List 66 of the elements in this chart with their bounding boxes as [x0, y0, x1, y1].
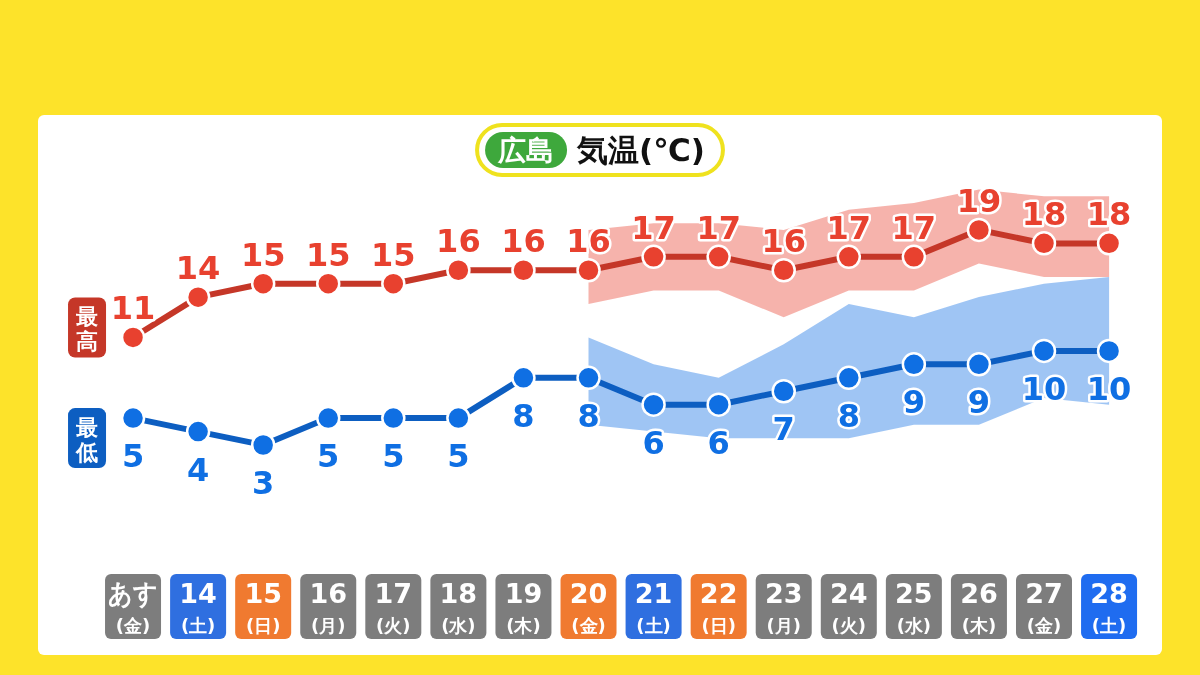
data-label: 10	[1086, 369, 1132, 408]
x-tick: 15(日)	[235, 574, 292, 639]
data-label: 16	[436, 222, 481, 261]
data-label: 4	[186, 450, 210, 489]
series-label: 最高	[75, 304, 99, 355]
x-tick: 14(土)	[170, 574, 227, 639]
data-label: 14	[175, 249, 221, 288]
data-label: 18	[1021, 195, 1067, 234]
x-tick-label: 20(金)	[569, 578, 608, 636]
data-label: 16	[501, 222, 546, 261]
data-label: 6	[707, 423, 730, 462]
x-tick: 24(火)	[820, 574, 877, 639]
x-tick-label: 16(月)	[309, 578, 348, 636]
data-label: 8	[577, 396, 600, 435]
x-tick: 25(水)	[885, 574, 942, 639]
data-label: 15	[306, 235, 351, 274]
x-tick: 17(火)	[365, 574, 422, 639]
data-label: 16	[761, 222, 806, 261]
series-label: 最低	[75, 415, 99, 466]
data-label: 18	[1086, 195, 1132, 234]
data-label: 11	[110, 289, 156, 328]
x-tick-label: 21(土)	[634, 578, 673, 636]
data-label: 3	[252, 464, 275, 502]
x-tick-label: 24(火)	[830, 578, 868, 636]
x-tick-label: 28(土)	[1090, 578, 1128, 636]
data-label: 8	[512, 396, 535, 435]
data-label: 5	[121, 437, 145, 476]
x-tick-label: 23(月)	[764, 578, 803, 636]
data-label: 9	[902, 383, 925, 422]
data-label: 17	[826, 208, 872, 247]
x-tick: 21(土)	[625, 574, 682, 639]
data-label: 7	[772, 410, 795, 449]
x-tick-label: 26(木)	[960, 578, 998, 636]
x-tick: 20(金)	[560, 574, 617, 639]
x-tick: 19(木)	[495, 574, 552, 639]
x-tick: 16(月)	[300, 574, 357, 639]
x-tick: 28(土)	[1081, 574, 1138, 639]
x-tick: 23(月)	[755, 574, 812, 639]
data-label: 19	[956, 181, 1002, 220]
x-tick-label: 14(土)	[179, 578, 217, 636]
data-label: 5	[317, 437, 340, 476]
series-name: 最低	[68, 408, 107, 469]
x-tick-label: 17(火)	[374, 578, 413, 636]
chart-subtitle: 気温(℃)	[576, 132, 705, 168]
chart-title: 広島	[497, 134, 555, 167]
x-tick-label: 22(日)	[699, 578, 738, 636]
data-label: 5	[447, 437, 470, 476]
title: 広島 気温(℃)	[475, 123, 725, 177]
x-tick: 18(水)	[430, 574, 487, 639]
data-label: 10	[1021, 369, 1067, 408]
data-label: 6	[642, 423, 665, 462]
data-label: 8	[837, 396, 860, 435]
data-label: 15	[240, 235, 286, 274]
data-label: 5	[382, 437, 405, 476]
x-tick: 27(金)	[1016, 574, 1072, 639]
x-tick-label: 18(水)	[439, 578, 478, 636]
data-label: 15	[371, 235, 416, 274]
x-tick: 22(日)	[690, 574, 747, 639]
data-label: 9	[967, 383, 991, 422]
x-tick-label: 27(金)	[1025, 578, 1063, 636]
data-label: 17	[891, 208, 937, 247]
x-tick-label: 15(日)	[244, 578, 282, 636]
x-tick: 26(木)	[950, 574, 1007, 639]
x-tick-label: 25(水)	[895, 578, 933, 636]
x-tick-label: 19(木)	[504, 578, 543, 636]
series-name: 最高	[68, 297, 107, 358]
